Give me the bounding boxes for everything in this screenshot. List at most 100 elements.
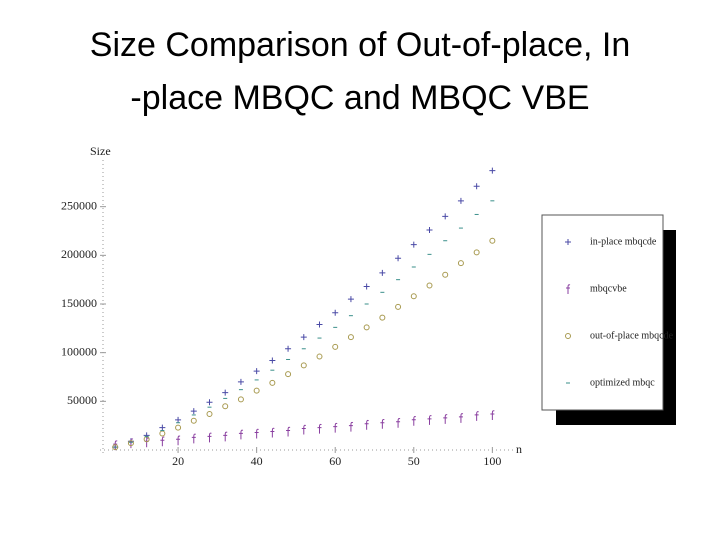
marker-circle	[127, 440, 134, 447]
point	[254, 428, 259, 439]
marker-circle	[175, 424, 182, 431]
marker-circle	[253, 387, 260, 394]
marker-circle	[426, 282, 433, 289]
point	[427, 415, 432, 425]
point	[473, 249, 480, 256]
point	[143, 432, 150, 439]
marker-plus	[285, 345, 292, 352]
marker-plus	[269, 357, 276, 364]
marker-plus	[395, 255, 402, 262]
title-line: -place MBQC and MBQC VBE	[130, 79, 589, 117]
y-tick-label: 200000	[61, 247, 97, 261]
point	[395, 255, 402, 262]
point	[175, 424, 182, 431]
marker-plus	[159, 424, 166, 431]
marker-circle	[269, 379, 276, 386]
legend-label: optimized mbqc	[590, 377, 655, 388]
point	[442, 213, 449, 220]
point	[206, 399, 213, 406]
marker-f	[396, 418, 401, 428]
marker-circle	[347, 334, 354, 341]
legend-label: mbqcvbe	[590, 283, 627, 294]
point	[411, 416, 417, 426]
marker-circle	[300, 362, 307, 369]
y-tick-label: 150000	[61, 296, 97, 310]
marker-circle	[442, 271, 449, 278]
marker-f	[286, 426, 291, 437]
marker-circle	[489, 237, 496, 244]
point	[458, 413, 464, 423]
point	[222, 403, 229, 410]
marker-circle	[112, 444, 119, 451]
point	[316, 353, 323, 360]
marker-circle	[379, 314, 386, 321]
marker-plus	[426, 227, 433, 234]
y-tick-label: 50000	[67, 393, 97, 407]
point	[300, 334, 307, 341]
marker-circle	[332, 343, 339, 350]
point	[238, 429, 244, 440]
point	[206, 410, 213, 417]
marker-circle	[457, 260, 464, 267]
y-tick-label: 250000	[61, 198, 97, 212]
marker-circle	[206, 410, 213, 417]
point	[175, 416, 182, 423]
point	[566, 284, 571, 294]
marker-circle	[473, 249, 480, 256]
marker-f	[458, 413, 464, 423]
marker-plus	[143, 432, 150, 439]
marker-f	[238, 429, 244, 440]
marker-plus	[565, 239, 571, 245]
marker-plus	[489, 167, 496, 174]
point	[474, 411, 479, 421]
legend-label: in-place mbqcde	[590, 236, 657, 247]
marker-plus	[442, 213, 449, 220]
point	[426, 282, 433, 289]
marker-f	[348, 421, 354, 432]
marker-plus	[190, 408, 197, 415]
title-line: Size Comparison of Out-of-place, In	[90, 26, 630, 64]
marker-circle	[237, 396, 244, 403]
point	[269, 379, 276, 386]
legend-label: out-of-place mbqcde	[590, 330, 674, 341]
marker-plus	[316, 321, 323, 328]
point	[160, 436, 165, 447]
y-axis-label: Size	[90, 144, 111, 158]
marker-plus	[410, 241, 417, 248]
point	[222, 389, 229, 396]
marker-f	[411, 416, 417, 426]
point	[300, 362, 307, 369]
marker-f	[191, 433, 197, 444]
marker-plus	[300, 334, 307, 341]
point	[347, 334, 354, 341]
point	[473, 183, 480, 190]
x-tick-label: 40	[251, 454, 263, 468]
point	[490, 410, 495, 420]
point	[269, 357, 276, 364]
marker-circle	[285, 371, 292, 378]
marker-f	[333, 422, 338, 433]
marker-f	[317, 423, 322, 434]
marker-circle	[363, 324, 370, 331]
point	[363, 324, 370, 331]
point	[380, 418, 385, 429]
point	[333, 422, 338, 433]
marker-f	[270, 427, 275, 438]
point	[207, 432, 212, 443]
marker-f	[160, 436, 165, 447]
point	[127, 440, 134, 447]
x-tick-label: 100	[483, 454, 501, 468]
marker-plus	[473, 183, 480, 190]
point	[237, 396, 244, 403]
point	[489, 237, 496, 244]
y-tick-label: 100000	[61, 344, 97, 358]
x-tick-label: 20	[172, 454, 184, 468]
point	[457, 260, 464, 267]
marker-f	[207, 432, 212, 443]
point	[286, 426, 291, 437]
point	[159, 424, 166, 431]
marker-circle	[410, 293, 417, 300]
point	[364, 419, 369, 430]
point	[457, 197, 464, 204]
point	[190, 417, 197, 424]
